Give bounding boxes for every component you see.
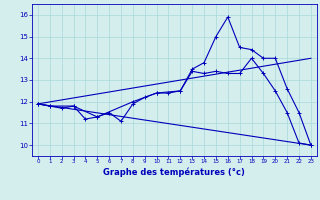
X-axis label: Graphe des températures (°c): Graphe des températures (°c) <box>103 167 245 177</box>
